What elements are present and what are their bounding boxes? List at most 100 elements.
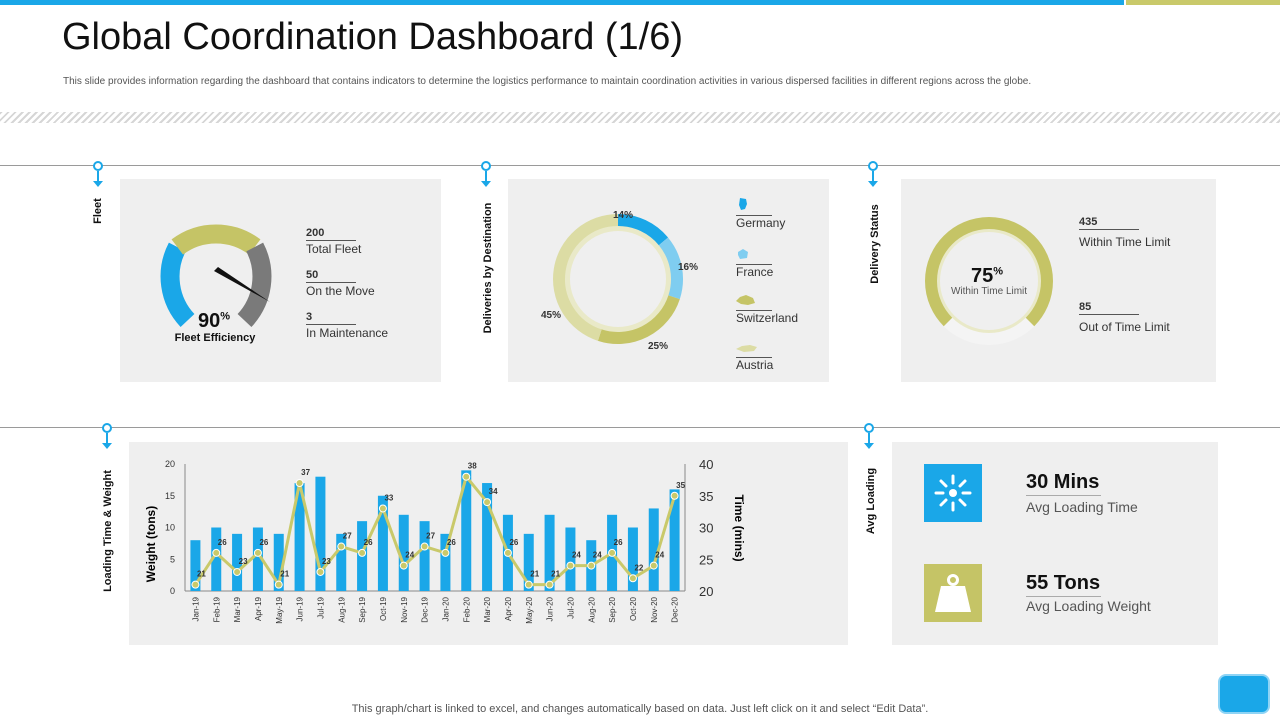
x-tick-label: Oct-19 (379, 596, 388, 621)
point-time (524, 580, 533, 589)
status-inner-track (936, 228, 1042, 334)
france-map-icon (738, 249, 748, 259)
status-stat-label: Within Time Limit (1079, 235, 1171, 249)
point-time (483, 498, 492, 507)
x-tick-label: Jun-20 (546, 596, 555, 621)
x-tick-label: May-20 (525, 596, 534, 623)
data-label-time: 26 (364, 538, 373, 547)
weight-icon (935, 574, 971, 612)
row-divider-top (0, 165, 1280, 166)
x-tick-label: Jun-19 (296, 596, 305, 621)
data-label-time: 26 (218, 538, 227, 547)
data-label-time: 24 (572, 551, 581, 560)
fleet-efficiency-label: Fleet Efficiency (174, 332, 256, 344)
bar-weight (398, 514, 409, 591)
status-remaining-arc (943, 317, 1035, 345)
line-time (194, 473, 677, 589)
data-label-time: 37 (301, 468, 310, 477)
legend-item-austria: Austria (736, 339, 773, 372)
corner-action-button[interactable] (1218, 674, 1270, 714)
legend-label: France (736, 265, 774, 279)
status-progress-arc (925, 217, 1053, 327)
point-time (608, 548, 617, 557)
point-time (441, 548, 450, 557)
point-time (462, 472, 471, 481)
loading-chart-panel: Weight (tons) Time (mins) 0 5 10 15 20 20 25 30… (129, 442, 848, 645)
delivery-status-panel: 75% Within Time Limit 435 Within Time Li… (901, 179, 1216, 382)
avg-loading-time-label: Avg Loading Time (1026, 499, 1138, 515)
legend-underline (736, 215, 772, 216)
y-tick-label-left: 15 (165, 491, 175, 501)
fleet-efficiency-value: 90% (198, 310, 230, 333)
point-time (337, 542, 346, 551)
fleet-stat-maintenance: 3 In Maintenance (306, 311, 388, 340)
data-label-time: 26 (509, 538, 518, 547)
deliveries-donut-chart (553, 214, 683, 344)
point-time (670, 491, 679, 500)
bar-weight (273, 533, 284, 591)
gauge-segment-olive (171, 224, 261, 255)
bar-weight (336, 533, 347, 591)
data-label-time: 21 (551, 570, 560, 579)
x-tick-label: May-19 (275, 596, 284, 623)
x-tick-label: Jan-20 (441, 596, 450, 621)
delivery-status-value: 75% (971, 265, 1003, 288)
delivery-status-ring (925, 217, 1053, 345)
bar-weight (315, 476, 326, 591)
point-time (420, 542, 429, 551)
bar-weight (565, 527, 576, 591)
x-tick-label: Feb-20 (462, 596, 471, 622)
delivery-status-pin-marker (868, 161, 878, 189)
data-label-time: 21 (530, 570, 539, 579)
y-tick-label-left: 20 (165, 459, 175, 469)
status-stat-value: 85 (1079, 301, 1092, 313)
avg-loading-weight-underline (1026, 596, 1101, 597)
legend-label: Germany (736, 216, 786, 230)
x-tick-label: Nov-19 (400, 596, 409, 622)
bar-weight (252, 527, 263, 591)
loading-spinner-icon (934, 474, 972, 512)
bar-weight (482, 483, 493, 591)
x-tick-label: Dec-19 (421, 596, 430, 622)
point-time (649, 561, 658, 570)
gauge-needle (214, 267, 270, 302)
legend-underline (736, 310, 772, 311)
bar-weight (377, 495, 388, 591)
y-tick-label-left: 0 (170, 586, 175, 596)
top-accent-bar-blue (0, 0, 1124, 5)
deliveries-panel: 14% 16% 25% 45% Germany France Switzerla… (508, 179, 829, 382)
donut-slice-3 (553, 214, 619, 341)
x-tick-label: Apr-19 (254, 596, 263, 621)
x-tick-label: Feb-19 (212, 596, 221, 622)
footer-note: This graph/chart is linked to excel, and… (351, 703, 929, 715)
fleet-stat-label: On the Move (306, 284, 375, 298)
gauge-segment-blue (160, 242, 195, 328)
bar-weight (211, 527, 222, 591)
gauge-segment-gray (237, 242, 272, 328)
loading-weight-tile (924, 564, 982, 622)
point-time (566, 561, 575, 570)
bar-weight (294, 483, 305, 591)
status-stat-value: 435 (1079, 216, 1098, 228)
data-label-time: 24 (593, 551, 602, 560)
data-label-time: 27 (343, 532, 352, 541)
legend-underline (736, 264, 772, 265)
fleet-efficiency-gauge (160, 224, 272, 328)
x-tick-label: Dec-20 (671, 596, 680, 622)
row-divider-bottom (0, 427, 1280, 428)
bar-weight (232, 533, 243, 591)
fleet-efficiency-unit: % (220, 310, 231, 323)
loading-chart-section-label: Loading Time & Weight (102, 470, 114, 592)
top-accent-bar-olive (1126, 0, 1280, 5)
data-label-time: 23 (239, 557, 248, 566)
bar-weight (648, 508, 659, 591)
hatched-divider (0, 112, 1280, 123)
data-label-time: 21 (197, 570, 206, 579)
deliveries-pin-marker (481, 161, 491, 189)
y-tick-label-right: 25 (699, 552, 713, 567)
y-tick-label-right: 35 (699, 489, 713, 504)
fleet-stat-value: 50 (306, 269, 319, 281)
status-stat-out: 85 Out of Time Limit (1079, 301, 1170, 334)
point-time (378, 504, 387, 513)
data-label-time: 27 (426, 532, 435, 541)
